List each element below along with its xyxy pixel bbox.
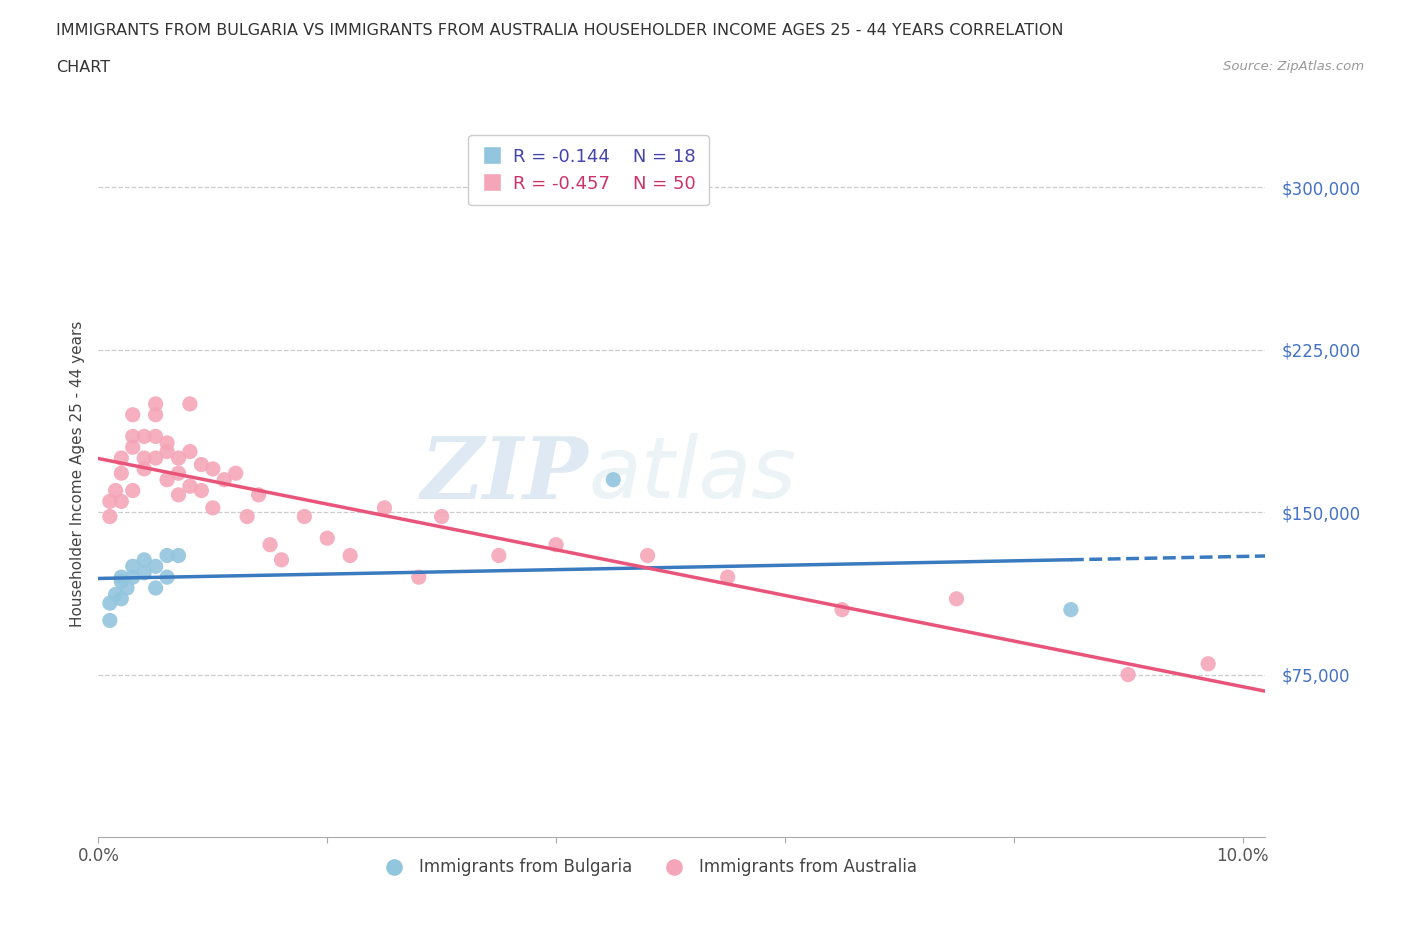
Point [98,494,121,509]
Point [110,451,132,466]
Point [156,472,179,487]
Point [602,472,624,487]
Point [488,548,510,563]
Point [121,559,143,574]
Point [134,429,156,444]
Point [110,591,132,606]
Point [104,587,127,602]
Point [145,407,167,422]
Point [167,487,190,502]
Y-axis label: Householder Income Ages 25 - 44 years: Householder Income Ages 25 - 44 years [69,321,84,628]
Point [201,461,224,476]
Text: CHART: CHART [56,60,110,75]
Point [121,570,143,585]
Point [1060,603,1083,618]
Point [145,429,167,444]
Point [167,548,190,563]
Point [121,407,143,422]
Legend: Immigrants from Bulgaria, Immigrants from Australia: Immigrants from Bulgaria, Immigrants fro… [370,852,924,883]
Point [156,435,179,450]
Point [270,552,292,567]
Point [544,538,567,552]
Point [110,494,132,509]
Point [121,429,143,444]
Point [145,451,167,466]
Point [339,548,361,563]
Point [145,580,167,595]
Point [945,591,967,606]
Text: Source: ZipAtlas.com: Source: ZipAtlas.com [1223,60,1364,73]
Point [98,613,121,628]
Point [179,479,201,494]
Point [98,596,121,611]
Text: ZIP: ZIP [420,432,589,516]
Point [236,509,259,524]
Point [247,487,270,502]
Point [110,574,132,589]
Point [121,483,143,498]
Point [717,570,740,585]
Point [121,440,143,455]
Point [1197,657,1219,671]
Point [179,396,201,411]
Text: atlas: atlas [589,432,797,516]
Point [167,466,190,481]
Point [179,445,201,459]
Point [145,559,167,574]
Point [134,565,156,580]
Point [104,483,127,498]
Point [98,509,121,524]
Point [373,500,395,515]
Point [110,570,132,585]
Text: IMMIGRANTS FROM BULGARIA VS IMMIGRANTS FROM AUSTRALIA HOUSEHOLDER INCOME AGES 25: IMMIGRANTS FROM BULGARIA VS IMMIGRANTS F… [56,23,1064,38]
Point [292,509,315,524]
Point [214,472,236,487]
Point [156,570,179,585]
Point [831,603,853,618]
Point [408,570,430,585]
Point [156,548,179,563]
Point [1116,667,1139,682]
Point [167,451,190,466]
Point [145,396,167,411]
Point [134,461,156,476]
Point [225,466,247,481]
Point [134,451,156,466]
Point [201,500,224,515]
Point [430,509,453,524]
Point [134,552,156,567]
Point [190,458,212,472]
Point [259,538,281,552]
Point [190,483,212,498]
Point [156,445,179,459]
Point [115,580,138,595]
Point [637,548,659,563]
Point [316,531,339,546]
Point [110,466,132,481]
